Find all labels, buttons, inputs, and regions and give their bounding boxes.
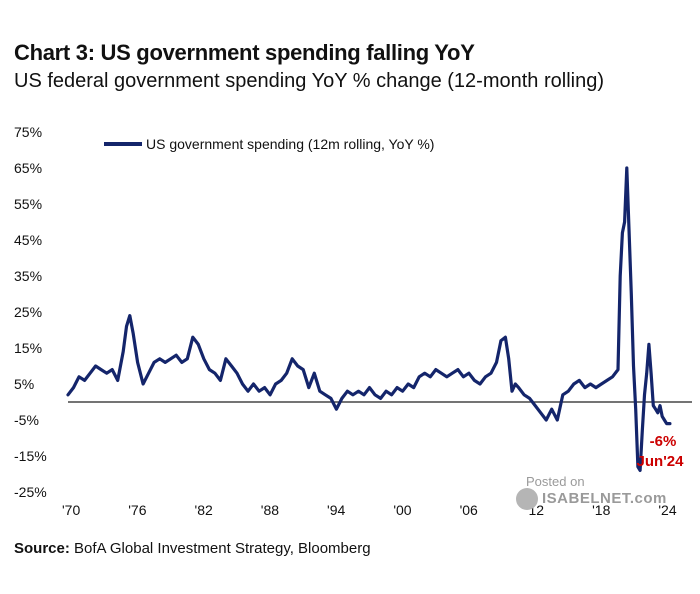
- y-tick-label: 55%: [14, 196, 42, 212]
- x-tick-label: '76: [128, 502, 146, 518]
- x-tick-label: '70: [62, 502, 80, 518]
- y-tick-label: 5%: [14, 376, 34, 392]
- legend: US government spending (12m rolling, YoY…: [104, 136, 434, 152]
- x-tick-label: '24: [658, 502, 676, 518]
- series-line: [66, 166, 672, 472]
- chart-title: Chart 3: US government spending falling …: [14, 40, 475, 65]
- y-tick-label: -25%: [14, 484, 47, 500]
- annotation-value: -6%: [650, 433, 677, 450]
- x-tick-label: '82: [195, 502, 213, 518]
- y-tick-label: 25%: [14, 304, 42, 320]
- source-note: Source: BofA Global Investment Strategy,…: [14, 540, 371, 557]
- y-axis: 75% 65% 55% 45% 35% 25% 15% 5% -5% -15% -25%: [14, 124, 47, 500]
- y-tick-label: 45%: [14, 232, 42, 248]
- legend-label: US government spending (12m rolling, YoY…: [146, 136, 434, 152]
- y-tick-label: -5%: [14, 412, 39, 428]
- watermark: Posted on ISABELNET.com: [510, 474, 666, 514]
- x-tick-label: '06: [460, 502, 478, 518]
- globe-icon: [516, 488, 538, 510]
- watermark-site: ISABELNET.com: [542, 490, 667, 507]
- y-tick-label: 35%: [14, 268, 42, 284]
- y-tick-label: 75%: [14, 124, 42, 140]
- x-axis: '70'76'82'88'94'00'06'12'18'24: [62, 502, 677, 518]
- last-value-annotation: -6% Jun'24: [637, 433, 685, 470]
- chart-subtitle: US federal government spending YoY % cha…: [14, 70, 604, 92]
- x-tick-label: '88: [261, 502, 279, 518]
- watermark-posted: Posted on: [526, 474, 585, 489]
- source-text: BofA Global Investment Strategy, Bloombe…: [74, 540, 371, 557]
- annotation-date: Jun'24: [637, 453, 685, 470]
- y-tick-label: 15%: [14, 340, 42, 356]
- plot-area: [66, 166, 692, 472]
- y-tick-label: -15%: [14, 448, 47, 464]
- x-tick-label: '18: [592, 502, 610, 518]
- y-tick-label: 65%: [14, 160, 42, 176]
- x-tick-label: '00: [393, 502, 411, 518]
- source-label: Source:: [14, 540, 70, 557]
- x-tick-label: '94: [327, 502, 345, 518]
